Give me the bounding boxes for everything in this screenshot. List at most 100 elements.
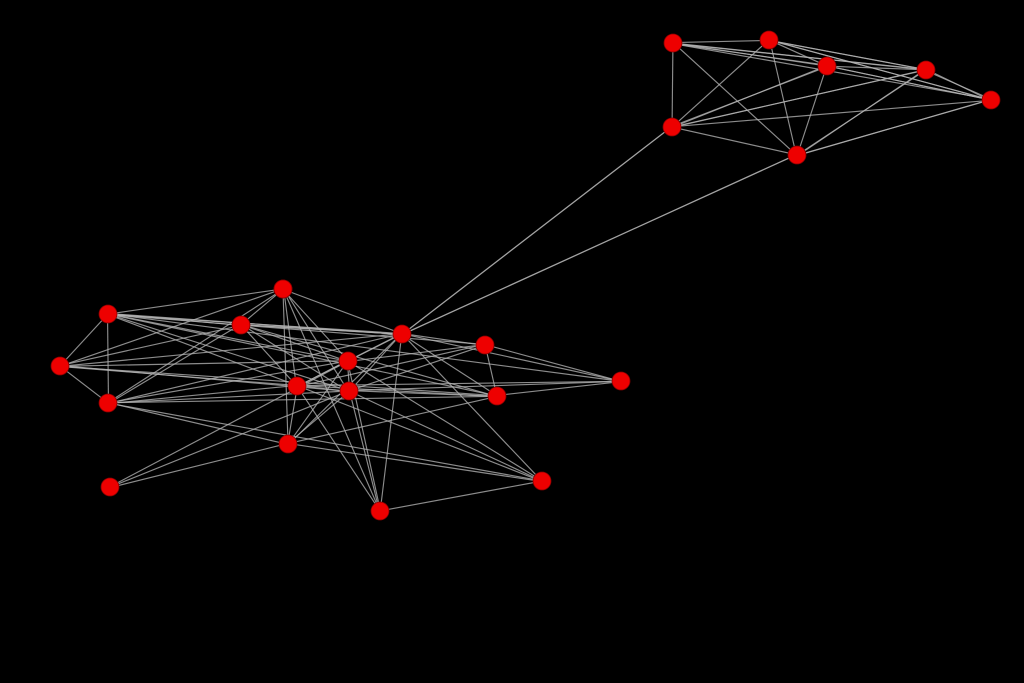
graph-edge xyxy=(796,65,828,156)
graph-edge xyxy=(379,480,543,512)
graph-node[interactable]: n14 xyxy=(611,371,631,391)
graph-edge xyxy=(107,313,350,392)
graph-edge xyxy=(671,43,674,127)
graph-edge xyxy=(107,384,298,405)
graph-node[interactable]: n19 xyxy=(278,434,298,454)
graph-edge xyxy=(287,442,543,483)
graph-edge xyxy=(107,360,349,404)
graph-node[interactable]: n8 xyxy=(98,304,118,324)
graph-edge xyxy=(348,344,485,362)
graph-edge xyxy=(297,385,542,482)
graph-node[interactable]: n13 xyxy=(50,356,70,376)
graph-edge xyxy=(108,390,349,404)
graph-edge xyxy=(672,42,798,156)
graph-node[interactable]: n23 xyxy=(273,279,293,299)
graph-edge xyxy=(672,39,769,128)
graph-edge xyxy=(672,42,927,71)
graph-node[interactable]: n0 xyxy=(663,33,683,53)
graph-bridge-edges-layer xyxy=(401,126,798,336)
graph-node[interactable]: n20 xyxy=(532,471,552,491)
graph-edge xyxy=(827,65,926,71)
graph-edge xyxy=(296,386,381,511)
graph-edge xyxy=(769,39,926,71)
graph-node[interactable]: n16 xyxy=(339,381,359,401)
graph-node[interactable]: n21 xyxy=(100,477,120,497)
graph-node[interactable]: n4 xyxy=(981,90,1001,110)
graph-edge xyxy=(349,333,402,392)
graph-edge xyxy=(282,289,289,444)
graph-edge xyxy=(297,359,348,388)
graph-edge xyxy=(768,39,828,67)
graph-node[interactable]: n11 xyxy=(475,335,495,355)
graph-edge xyxy=(107,332,403,405)
graph-edge xyxy=(108,402,542,482)
graph-node[interactable]: n6 xyxy=(787,145,807,165)
graph-node[interactable]: n3 xyxy=(916,60,936,80)
graph-edge xyxy=(349,380,621,392)
graph-edge xyxy=(282,288,403,335)
graph-edge xyxy=(107,313,486,346)
graph-edge xyxy=(925,70,992,100)
graph-edge xyxy=(59,365,109,404)
graph-node[interactable]: n17 xyxy=(487,386,507,406)
graph-node[interactable]: n22 xyxy=(370,501,390,521)
graph-edge xyxy=(240,324,298,387)
graph-edge xyxy=(241,323,349,393)
graph-node[interactable]: n5 xyxy=(662,117,682,137)
graph-edge xyxy=(672,43,828,66)
graph-edge xyxy=(59,360,349,367)
graph-edge xyxy=(347,360,543,482)
graph-edge xyxy=(108,288,283,315)
graph-edge xyxy=(108,313,348,362)
graph-edge xyxy=(797,68,926,157)
graph-node[interactable]: n2 xyxy=(817,56,837,76)
graph-bridge-edge xyxy=(401,126,673,335)
graph-edge xyxy=(110,390,349,488)
graph-edge xyxy=(348,390,543,482)
graph-edge xyxy=(348,389,498,398)
graph-edge xyxy=(107,402,289,445)
graph-edge xyxy=(402,333,621,382)
graph-bridge-edge xyxy=(401,153,798,336)
graph-edge xyxy=(59,313,109,367)
graph-edge xyxy=(107,313,498,397)
graph-edge xyxy=(769,39,797,156)
graph-edge xyxy=(401,332,486,347)
graph-edge xyxy=(287,391,350,444)
graph-edge xyxy=(60,333,402,367)
graph-edge xyxy=(673,39,769,44)
graph-edge xyxy=(240,324,403,335)
graph-nodes-layer: n0n1n2n3n4n5n6n7n8n9n10n11n12n13n14n15n1… xyxy=(50,30,1001,521)
graph-edge xyxy=(349,344,485,392)
graph-edge xyxy=(240,323,498,398)
graph-edge xyxy=(287,385,298,445)
graph-edge xyxy=(107,288,284,404)
graph-edge xyxy=(797,98,991,157)
graph-edge xyxy=(107,313,298,387)
graph-node[interactable]: n1 xyxy=(759,30,779,50)
graph-node[interactable]: n10 xyxy=(392,324,412,344)
graph-edge xyxy=(349,390,380,512)
graph-edge xyxy=(59,365,498,397)
graph-edge xyxy=(496,381,622,396)
graph-edge xyxy=(240,288,284,326)
graph-edge xyxy=(768,39,992,101)
graph-node[interactable]: n12 xyxy=(338,351,358,371)
graph-edges-layer xyxy=(59,39,992,512)
graph-edge xyxy=(109,442,289,489)
graph-node[interactable]: n15 xyxy=(287,376,307,396)
graph-edge xyxy=(827,65,991,101)
graph-edge xyxy=(671,69,927,128)
graph-edge xyxy=(671,65,828,128)
graph-edge xyxy=(282,289,381,511)
graph-edge xyxy=(106,313,110,404)
graph-edge xyxy=(297,343,485,388)
graph-edge xyxy=(59,324,242,367)
graph-node[interactable]: n18 xyxy=(98,393,118,413)
graph-edge xyxy=(287,360,349,445)
graph-node[interactable]: n9 xyxy=(231,315,251,335)
graph-edge xyxy=(672,99,991,128)
